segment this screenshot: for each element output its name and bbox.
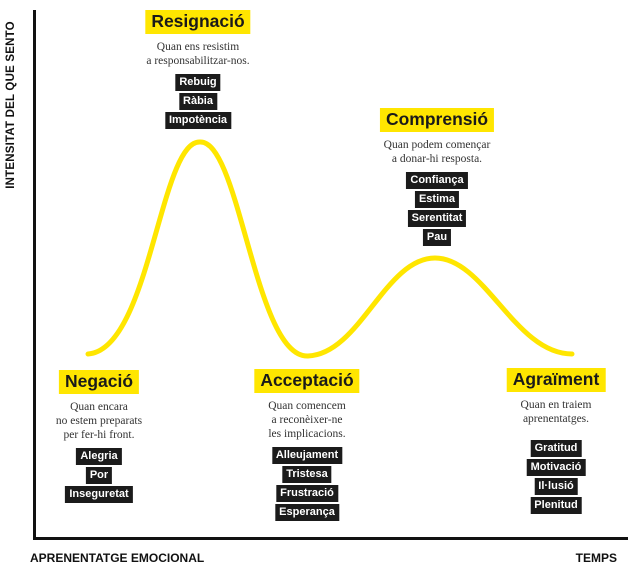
description-line: Quan encara	[70, 401, 128, 413]
stage-title: Comprensió	[379, 108, 495, 132]
stage-agraiment: Agraïment Quan en traiem aprenentatges. …	[506, 368, 606, 516]
emotion-tag: Tristesa	[282, 466, 332, 484]
description-line: Quan podem començar	[383, 139, 491, 151]
emotional-curve-line	[85, 139, 575, 359]
emotion-list: Confiança Estima Serentitat Pau	[380, 172, 494, 247]
stage-title: Negació	[58, 370, 140, 394]
description-line: Quan en traiem	[520, 399, 592, 411]
description-line: a responsabilitzar-nos.	[146, 55, 250, 68]
stage-negacio: Negació Quan encara no estem preparats p…	[56, 370, 142, 505]
emotion-tag: Serentitat	[407, 210, 467, 228]
emotion-tag: Ràbia	[179, 93, 217, 111]
description-line: per fer-hi front.	[63, 429, 135, 442]
emotion-tag: Plenitud	[530, 497, 582, 515]
stage-title: Acceptació	[254, 369, 360, 393]
emotion-list: Alleujament Tristesa Frustració Esperanç…	[254, 447, 359, 522]
emotion-tag: Esperança	[275, 504, 339, 522]
description-line: a donar-hi resposta.	[391, 153, 483, 166]
emotion-tag: Il·lusió	[534, 478, 578, 496]
x-axis-label: APRENENTATGE EMOCIONAL	[30, 551, 205, 565]
description-line: les implicacions.	[268, 428, 346, 441]
stage-description: Quan podem començar a donar-hi resposta.	[380, 138, 494, 166]
emotion-tag: Inseguretat	[65, 486, 133, 504]
x-axis-line	[33, 537, 628, 540]
stage-description: Quan comencem a reconèixer-ne les implic…	[254, 399, 359, 441]
y-axis-line	[33, 10, 36, 540]
emotion-tag: Rebuig	[175, 74, 221, 92]
emotion-tag: Motivació	[526, 459, 586, 477]
emotion-tag: Pau	[422, 229, 452, 247]
x-axis-end-label: TEMPS	[575, 551, 617, 565]
stage-title: Agraïment	[506, 368, 606, 392]
emotion-tag: Confiança	[406, 172, 468, 190]
stage-acceptacio: Acceptació Quan comencem a reconèixer-ne…	[254, 369, 360, 523]
stage-title: Resignació	[145, 10, 251, 34]
emotion-tag: Estima	[414, 191, 460, 209]
emotion-tag: Alegria	[76, 448, 122, 466]
stage-description: Quan ens resistim a responsabilitzar-nos…	[145, 40, 250, 68]
emotion-tag: Impotència	[164, 112, 232, 130]
stage-description: Quan en traiem aprenentatges.	[507, 398, 606, 426]
emotion-tag: Gratitud	[530, 440, 582, 458]
stage-resignacio: Resignació Quan ens resistim a responsab…	[145, 10, 251, 131]
stage-comprensio: Comprensió Quan podem començar a donar-h…	[379, 108, 495, 248]
emotion-tag: Frustració	[276, 485, 338, 503]
description-line: Quan ens resistim	[156, 41, 240, 53]
emotion-list: Rebuig Ràbia Impotència	[145, 74, 250, 130]
description-line: Quan comencem	[268, 400, 346, 412]
emotion-list: Gratitud Motivació Il·lusió Plenitud	[507, 440, 606, 515]
emotion-list: Alegria Por Inseguretat	[56, 448, 142, 504]
emotion-tag: Por	[85, 467, 113, 485]
emotion-tag: Alleujament	[271, 447, 343, 465]
description-line: no estem preparats	[55, 415, 143, 428]
description-line: aprenentatges.	[522, 413, 590, 426]
description-line: a reconèixer-ne	[271, 414, 343, 427]
stage-description: Quan encara no estem preparats per fer-h…	[56, 400, 142, 442]
